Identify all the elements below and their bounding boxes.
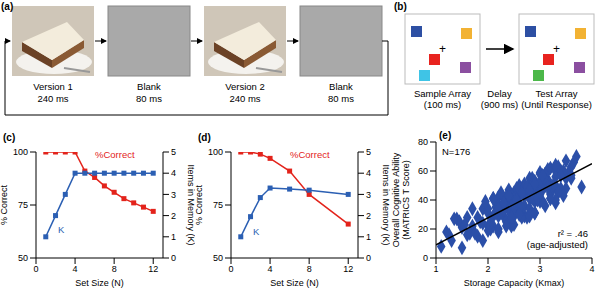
svg-text:2: 2 xyxy=(171,211,176,221)
html-text:%Correct: %Correct xyxy=(290,149,330,160)
svg-text:1: 1 xyxy=(171,232,176,242)
svg-text:100: 100 xyxy=(208,147,223,157)
svg-text:Sample Array: Sample Array xyxy=(414,88,471,99)
html-text:(d): (d) xyxy=(198,132,211,143)
svg-text:Blank: Blank xyxy=(137,81,161,92)
svg-text:0: 0 xyxy=(366,253,371,263)
svg-text:(b): (b) xyxy=(394,1,407,12)
svg-text:Test Array: Test Array xyxy=(535,88,577,99)
svg-text:Set Size (N): Set Size (N) xyxy=(270,278,319,288)
svg-text:0: 0 xyxy=(423,253,428,263)
svg-text:% Correct: % Correct xyxy=(195,185,204,226)
svg-text:Set Size (N): Set Size (N) xyxy=(75,278,124,288)
svg-text:% Correct: % Correct xyxy=(0,185,9,226)
svg-text:(a): (a) xyxy=(1,1,13,12)
svg-text:12: 12 xyxy=(148,264,158,274)
svg-text:8: 8 xyxy=(307,264,312,274)
svg-text:5: 5 xyxy=(366,147,371,157)
svg-text:5: 5 xyxy=(171,147,176,157)
svg-text:50: 50 xyxy=(213,253,223,263)
svg-text:2: 2 xyxy=(485,264,490,274)
html-text:N=176: N=176 xyxy=(442,146,471,157)
html-text:K: K xyxy=(58,224,65,235)
svg-text:Delay: Delay xyxy=(487,88,512,99)
svg-text:4: 4 xyxy=(366,168,371,178)
svg-text:(Until Response): (Until Response) xyxy=(521,99,592,110)
svg-text:0: 0 xyxy=(171,253,176,263)
svg-text:0: 0 xyxy=(228,264,233,274)
svg-text:50: 50 xyxy=(18,253,28,263)
html-text:r² = .46: r² = .46 xyxy=(557,228,588,239)
svg-text:3: 3 xyxy=(171,190,176,200)
svg-text:+: + xyxy=(439,42,446,56)
svg-text:80 ms: 80 ms xyxy=(136,93,162,104)
svg-text:Items in Memory (K): Items in Memory (K) xyxy=(381,164,390,245)
svg-text:80 ms: 80 ms xyxy=(328,93,354,104)
svg-text:80: 80 xyxy=(418,137,428,147)
svg-text:Storage Capacity (Kmax): Storage Capacity (Kmax) xyxy=(464,278,565,288)
svg-text:100: 100 xyxy=(13,147,28,157)
html-text:(age-adjusted): (age-adjusted) xyxy=(526,239,588,250)
svg-text:240 ms: 240 ms xyxy=(37,93,68,104)
svg-text:Version 2: Version 2 xyxy=(225,81,265,92)
svg-text:(100 ms): (100 ms) xyxy=(424,99,461,110)
svg-text:12: 12 xyxy=(343,264,353,274)
svg-text:75: 75 xyxy=(18,200,28,210)
svg-text:75: 75 xyxy=(213,200,223,210)
svg-text:4: 4 xyxy=(589,264,594,274)
svg-text:1: 1 xyxy=(366,232,371,242)
svg-text:8: 8 xyxy=(112,264,117,274)
svg-text:4: 4 xyxy=(171,168,176,178)
svg-text:2: 2 xyxy=(366,211,371,221)
html-text:Overall Cognitive Ability (MAT: Overall Cognitive Ability (MATRICS T Sco… xyxy=(391,152,411,248)
svg-text:3: 3 xyxy=(366,190,371,200)
svg-text:40: 40 xyxy=(418,195,428,205)
svg-text:+: + xyxy=(553,42,560,56)
svg-text:4: 4 xyxy=(268,264,273,274)
svg-text:20: 20 xyxy=(418,224,428,234)
svg-text:Blank: Blank xyxy=(329,81,353,92)
svg-text:60: 60 xyxy=(418,166,428,176)
svg-text:4: 4 xyxy=(73,264,78,274)
svg-text:3: 3 xyxy=(537,264,542,274)
html-text:(c): (c) xyxy=(3,132,16,143)
svg-text:Version 1: Version 1 xyxy=(33,81,73,92)
svg-text:240 ms: 240 ms xyxy=(229,93,260,104)
svg-text:(900 ms): (900 ms) xyxy=(481,99,518,110)
html-text:(e): (e) xyxy=(439,130,452,141)
html-text:K: K xyxy=(253,226,260,237)
html-text:%Correct: %Correct xyxy=(95,149,135,160)
svg-text:Items in Memory (K): Items in Memory (K) xyxy=(186,164,195,245)
svg-text:1: 1 xyxy=(433,264,438,274)
svg-text:0: 0 xyxy=(33,264,38,274)
